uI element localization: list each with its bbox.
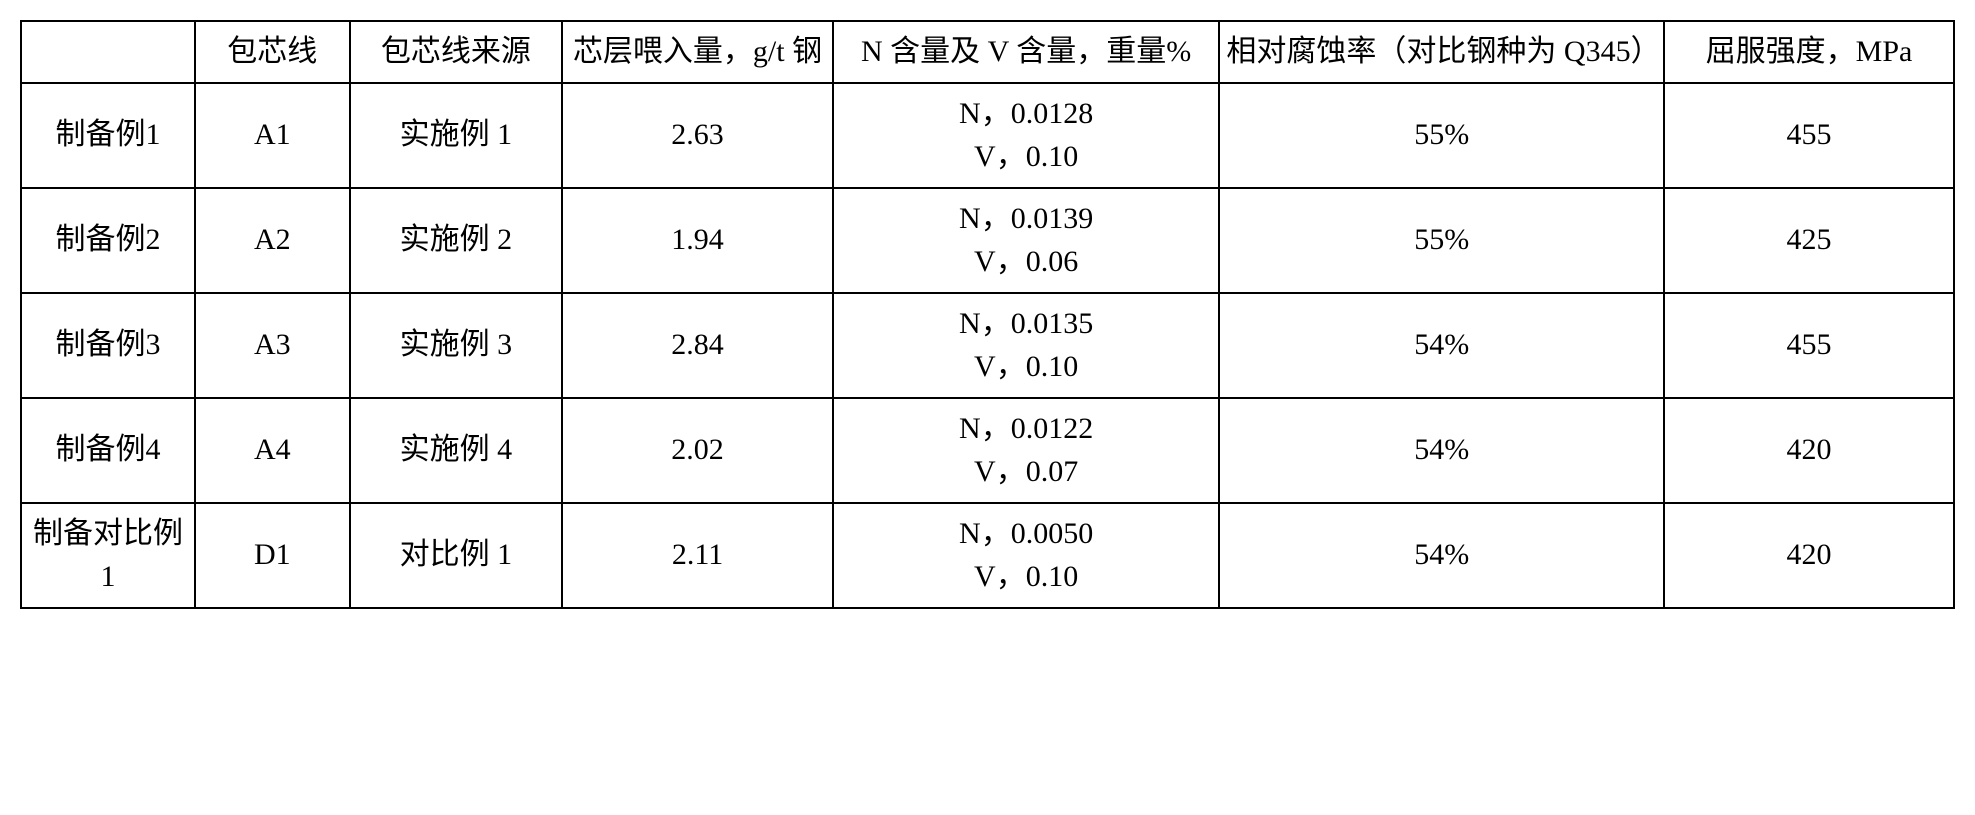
table-row: 制备对比例 1 D1 对比例 1 2.11 N，0.0050 V，0.10 54…: [21, 503, 1954, 608]
cell-label: 制备例2: [21, 188, 195, 293]
header-corrosion: 相对腐蚀率（对比钢种为 Q345）: [1219, 21, 1664, 83]
cell-wire: A3: [195, 293, 350, 398]
header-feed: 芯层喂入量，g/t 钢: [562, 21, 833, 83]
cell-nv: N，0.0122 V，0.07: [833, 398, 1220, 503]
cell-nv: N，0.0050 V，0.10: [833, 503, 1220, 608]
cell-source: 实施例 2: [350, 188, 563, 293]
cell-wire: D1: [195, 503, 350, 608]
header-blank: [21, 21, 195, 83]
cell-yield: 420: [1664, 503, 1954, 608]
cell-source: 对比例 1: [350, 503, 563, 608]
cell-feed: 2.84: [562, 293, 833, 398]
cell-corrosion: 54%: [1219, 398, 1664, 503]
cell-nv: N，0.0139 V，0.06: [833, 188, 1220, 293]
cell-yield: 455: [1664, 293, 1954, 398]
cell-wire: A1: [195, 83, 350, 188]
header-wire: 包芯线: [195, 21, 350, 83]
cell-corrosion: 55%: [1219, 188, 1664, 293]
table-row: 制备例4 A4 实施例 4 2.02 N，0.0122 V，0.07 54% 4…: [21, 398, 1954, 503]
cell-source: 实施例 1: [350, 83, 563, 188]
cell-label: 制备例3: [21, 293, 195, 398]
cell-source: 实施例 3: [350, 293, 563, 398]
cell-wire: A2: [195, 188, 350, 293]
table-row: 制备例1 A1 实施例 1 2.63 N，0.0128 V，0.10 55% 4…: [21, 83, 1954, 188]
cell-feed: 1.94: [562, 188, 833, 293]
cell-yield: 425: [1664, 188, 1954, 293]
cell-corrosion: 54%: [1219, 503, 1664, 608]
header-source: 包芯线来源: [350, 21, 563, 83]
cell-label: 制备例4: [21, 398, 195, 503]
table-row: 制备例2 A2 实施例 2 1.94 N，0.0139 V，0.06 55% 4…: [21, 188, 1954, 293]
header-row: 包芯线 包芯线来源 芯层喂入量，g/t 钢 N 含量及 V 含量，重量% 相对腐…: [21, 21, 1954, 83]
cell-wire: A4: [195, 398, 350, 503]
cell-nv: N，0.0135 V，0.10: [833, 293, 1220, 398]
cell-feed: 2.11: [562, 503, 833, 608]
cell-label: 制备对比例 1: [21, 503, 195, 608]
cell-yield: 420: [1664, 398, 1954, 503]
cell-source: 实施例 4: [350, 398, 563, 503]
cell-yield: 455: [1664, 83, 1954, 188]
table-row: 制备例3 A3 实施例 3 2.84 N，0.0135 V，0.10 54% 4…: [21, 293, 1954, 398]
data-table: 包芯线 包芯线来源 芯层喂入量，g/t 钢 N 含量及 V 含量，重量% 相对腐…: [20, 20, 1955, 609]
header-nv: N 含量及 V 含量，重量%: [833, 21, 1220, 83]
cell-corrosion: 54%: [1219, 293, 1664, 398]
cell-feed: 2.02: [562, 398, 833, 503]
cell-corrosion: 55%: [1219, 83, 1664, 188]
cell-label: 制备例1: [21, 83, 195, 188]
cell-nv: N，0.0128 V，0.10: [833, 83, 1220, 188]
cell-feed: 2.63: [562, 83, 833, 188]
header-yield: 屈服强度，MPa: [1664, 21, 1954, 83]
